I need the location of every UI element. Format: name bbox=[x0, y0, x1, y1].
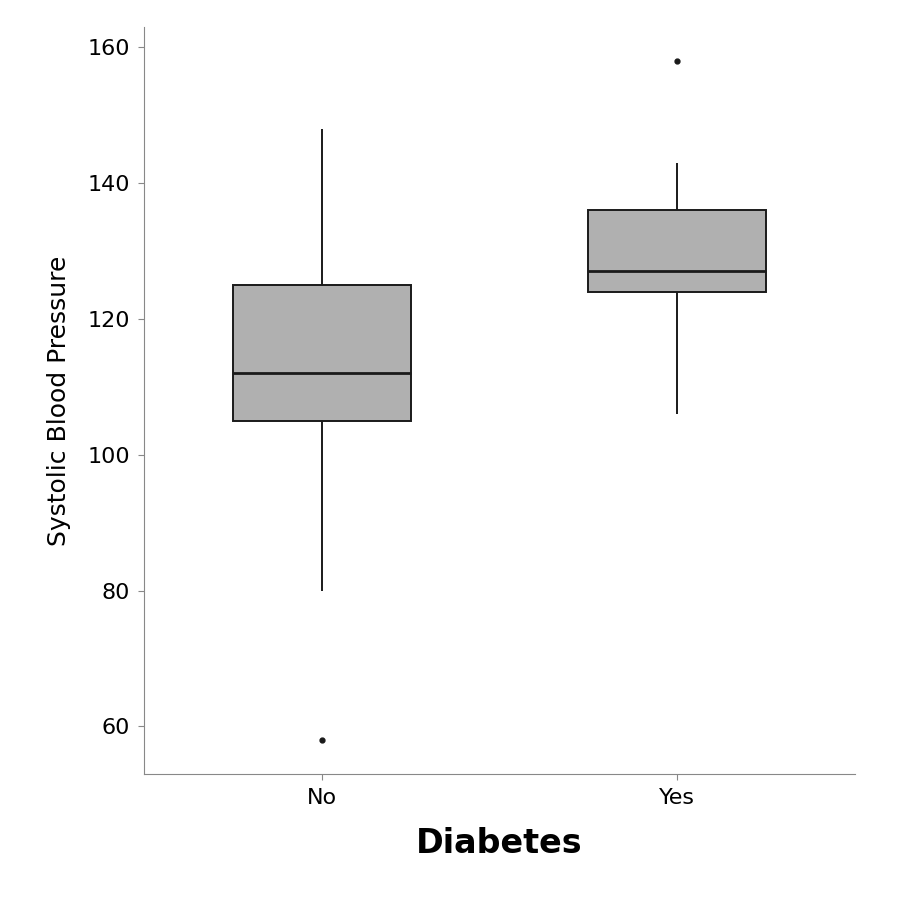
X-axis label: Diabetes: Diabetes bbox=[416, 827, 583, 860]
Bar bbox=[233, 285, 410, 421]
Y-axis label: Systolic Blood Pressure: Systolic Blood Pressure bbox=[47, 256, 71, 545]
Bar bbox=[589, 211, 766, 292]
